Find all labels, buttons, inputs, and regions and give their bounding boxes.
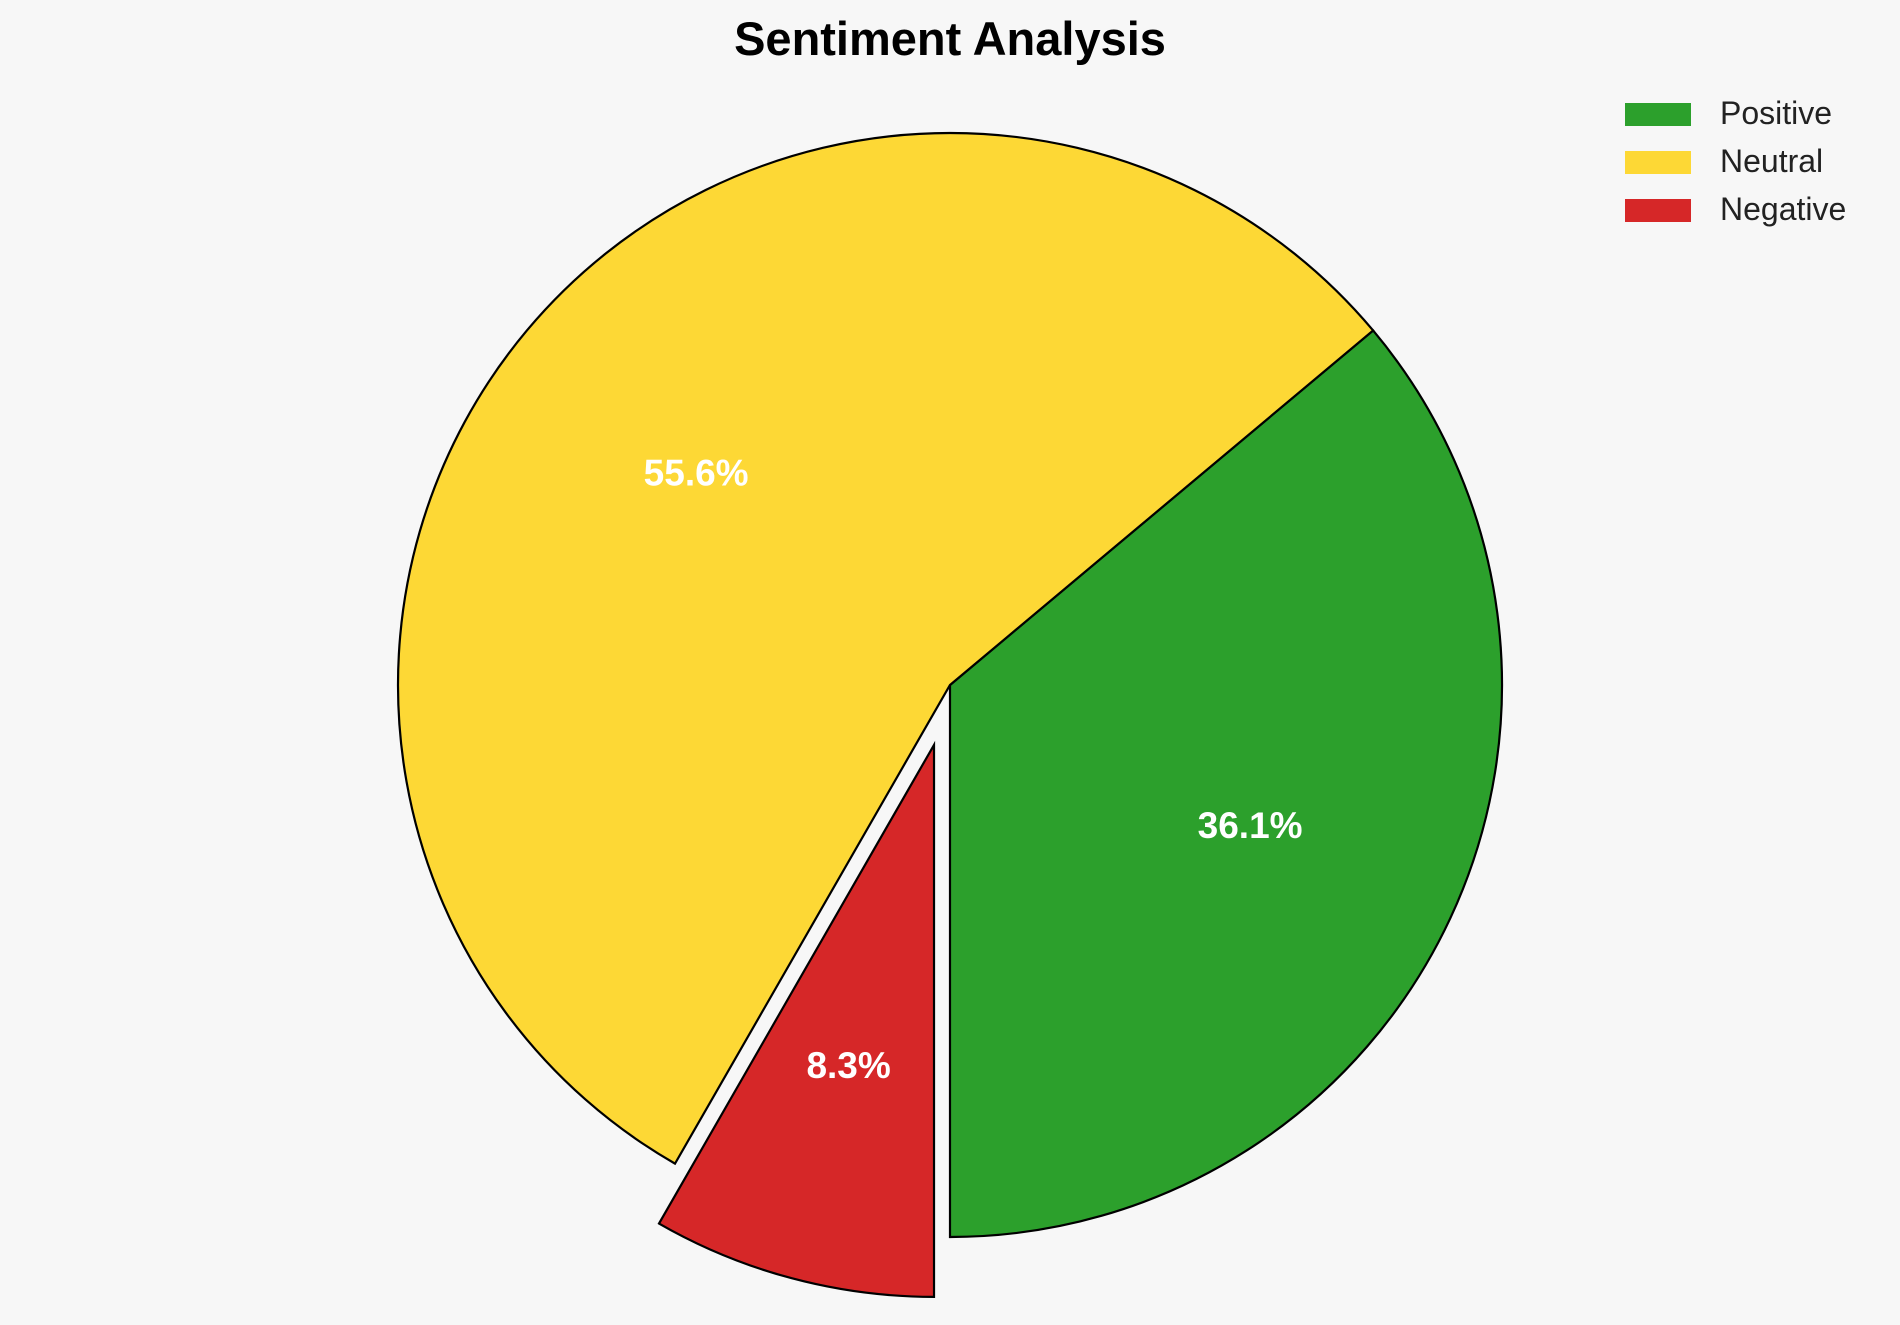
legend-swatch-negative	[1625, 199, 1691, 222]
pie-slice-negative	[657, 740, 936, 1299]
pie-slice-positive	[948, 328, 1504, 1239]
pie-slices	[396, 131, 1504, 1299]
pie-label-positive: 36.1%	[1198, 805, 1303, 846]
pie-label-neutral: 55.6%	[644, 452, 749, 493]
chart-title: Sentiment Analysis	[734, 12, 1166, 65]
legend-label-positive: Positive	[1720, 95, 1832, 131]
legend: Positive Neutral Negative	[1625, 95, 1846, 227]
pie-slice-neutral	[396, 131, 1375, 1166]
legend-label-negative: Negative	[1720, 191, 1846, 227]
pie-labels: 36.1% 55.6% 8.3%	[644, 452, 1303, 1086]
legend-swatch-positive	[1625, 103, 1691, 126]
legend-label-neutral: Neutral	[1720, 143, 1823, 179]
legend-swatch-neutral	[1625, 151, 1691, 174]
pie-label-negative: 8.3%	[806, 1045, 890, 1086]
